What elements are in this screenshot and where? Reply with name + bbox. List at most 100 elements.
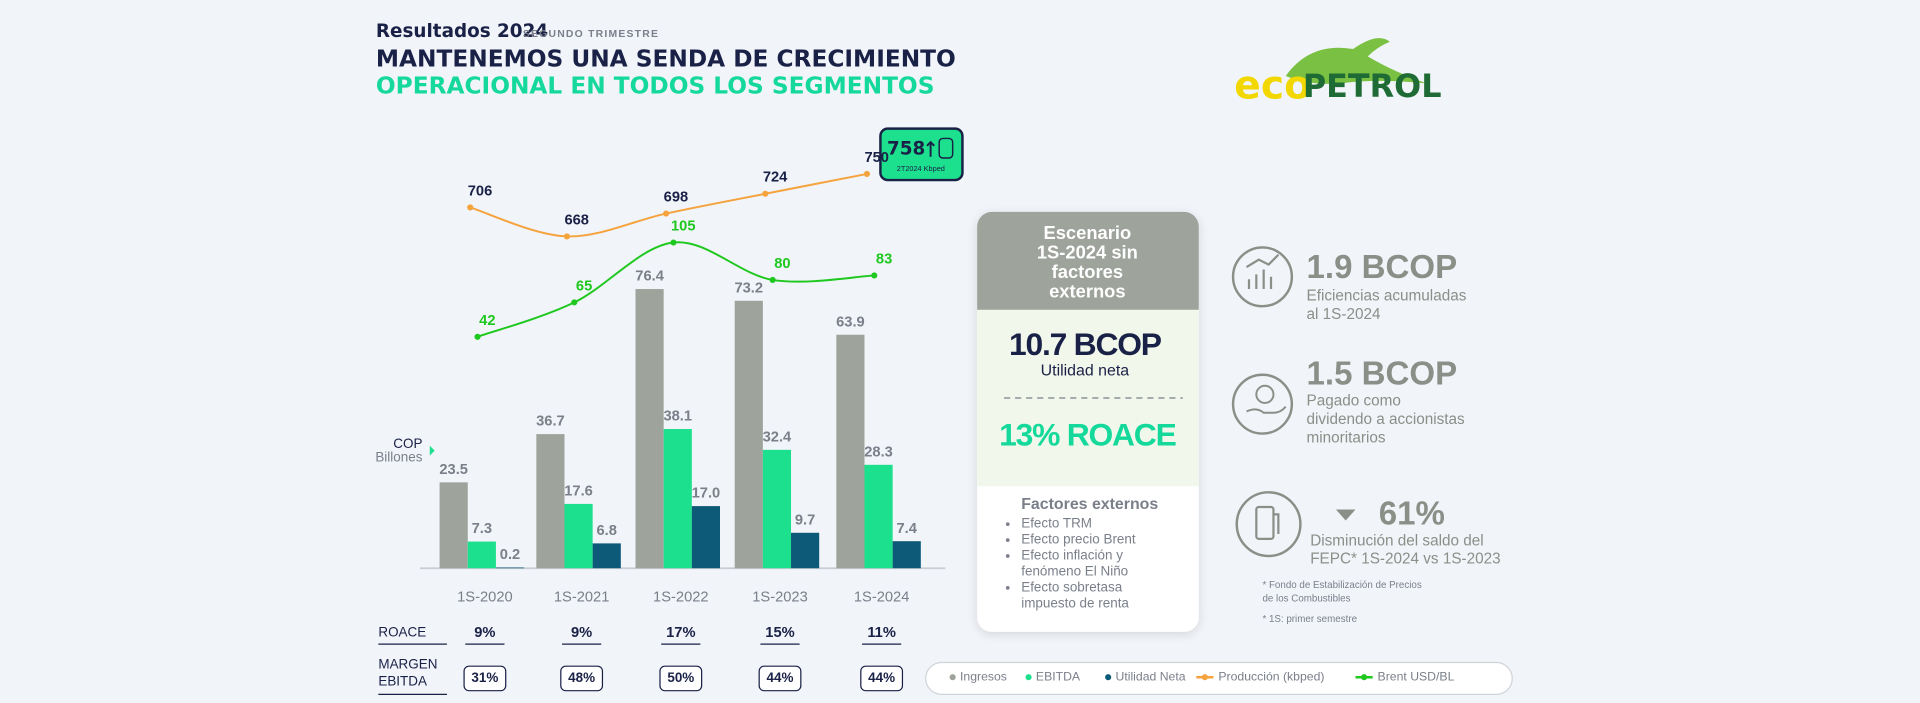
- value-box: [560, 665, 604, 692]
- bar-label: 76.4: [635, 269, 664, 285]
- net-income-label: Utilidad neta: [1041, 362, 1130, 379]
- net-income: 10.7 BCOP: [1009, 326, 1162, 362]
- line-point: [474, 333, 481, 340]
- unit-arrow: [429, 445, 435, 456]
- line-label: 706: [468, 183, 493, 199]
- scenario-title: factores: [1052, 261, 1123, 282]
- bar-label: 23.5: [439, 462, 468, 478]
- line-point: [769, 276, 776, 283]
- legend-dot: [1025, 674, 1032, 681]
- line-label: 750: [864, 150, 889, 166]
- note: de los Combustibles: [1262, 593, 1350, 604]
- badge: [879, 127, 964, 182]
- kpi-icon: [1231, 373, 1294, 435]
- x-tick-label: 1S-2024: [854, 589, 910, 605]
- logo-iguana: [1285, 38, 1427, 84]
- bar-label: 38.1: [663, 409, 692, 425]
- row-value: 9%: [474, 625, 495, 641]
- row-value: 48%: [568, 670, 595, 685]
- bar: [592, 543, 621, 569]
- bar-label: 17.0: [692, 486, 721, 502]
- bar-label: 6.8: [597, 523, 617, 539]
- x-tick-label: 1S-2022: [653, 589, 709, 605]
- row-label: ROACE: [378, 625, 426, 640]
- bar-label: 7.3: [472, 521, 492, 537]
- value-box: [463, 665, 507, 692]
- legend-dot: [1105, 674, 1112, 681]
- bar-label: 28.3: [864, 444, 893, 460]
- kpi-text: Pagado como: [1307, 393, 1401, 410]
- line-point: [863, 170, 870, 178]
- badge-label: 2T2024 Kbped: [897, 164, 945, 173]
- note: * Fondo de Estabilización de Precios: [1262, 580, 1421, 591]
- line-label: 83: [876, 251, 892, 267]
- bar: [734, 300, 763, 569]
- unit-label: COP: [393, 436, 422, 451]
- line-label: 42: [479, 313, 495, 329]
- decrease-arrow: [1335, 509, 1356, 521]
- legend-dot: [1361, 674, 1368, 681]
- bar: [564, 503, 593, 569]
- kpi-value: 1.5 BCOP: [1307, 356, 1458, 393]
- bar: [762, 449, 792, 569]
- bar-label: 17.6: [564, 484, 593, 500]
- legend-dot: [1201, 674, 1208, 681]
- kpi-icon-hand: [1246, 405, 1287, 414]
- kpi-value: 61%: [1379, 495, 1445, 532]
- legend-dot: [949, 674, 956, 681]
- bar: [864, 464, 893, 569]
- kpi-text: minoritarios: [1307, 429, 1386, 446]
- kpi-text: al 1S-2024: [1307, 306, 1381, 323]
- row-value: 9%: [571, 625, 592, 641]
- kpi-text: Disminución del saldo del: [1310, 532, 1483, 549]
- value-box: [659, 665, 703, 692]
- line-label: 668: [564, 212, 589, 228]
- kpi-text: FEPC* 1S-2024 vs 1S-2023: [1310, 551, 1500, 568]
- value-box: [860, 665, 904, 692]
- bar-label: 63.9: [836, 314, 865, 330]
- kpi-icon: [1235, 491, 1302, 558]
- row-value: 17%: [666, 625, 695, 641]
- bullet: [1005, 554, 1010, 558]
- bar: [836, 334, 865, 569]
- subtitle-small: SEGUNDO TRIMESTRE: [523, 29, 659, 40]
- row-label: EBITDA: [378, 674, 427, 689]
- bar-label: 0.2: [500, 547, 520, 563]
- line-point: [670, 239, 677, 246]
- row-value: 31%: [471, 670, 498, 685]
- bar: [467, 541, 496, 569]
- row-label: MARGEN: [378, 657, 437, 672]
- line-label: 724: [763, 170, 788, 186]
- legend-label: Producción (kbped): [1218, 669, 1324, 683]
- bar-label: 7.4: [897, 521, 918, 537]
- line: [477, 241, 875, 338]
- legend-label: Utilidad Neta: [1116, 669, 1186, 683]
- kpi-text: dividendo a accionistas: [1307, 411, 1466, 428]
- bar: [495, 567, 525, 569]
- badge-arrow: [926, 140, 935, 157]
- line-point: [571, 299, 578, 306]
- line-label: 698: [664, 190, 689, 206]
- legend-label: Ingresos: [960, 669, 1007, 683]
- title-small: Resultados 2024: [376, 21, 548, 42]
- kpi-icon-chart: [1245, 253, 1280, 290]
- line-label: 105: [671, 218, 696, 234]
- note: * 1S: primer semestre: [1262, 614, 1357, 625]
- line-point: [563, 233, 570, 240]
- factor: Efecto inflación y: [1021, 548, 1123, 563]
- kpi-value: 1.9 BCOP: [1307, 249, 1458, 286]
- bullet: [1005, 585, 1010, 590]
- line-point: [467, 204, 474, 211]
- kpi-icon-coin: [1255, 384, 1275, 404]
- bar: [892, 541, 921, 569]
- scenario-title: externos: [1049, 281, 1126, 302]
- bar: [691, 506, 720, 569]
- bar-label: 36.7: [536, 414, 565, 430]
- bar: [635, 289, 664, 569]
- row-value: 44%: [868, 670, 895, 685]
- roace: 13% ROACE: [999, 417, 1175, 453]
- bullet: [1005, 522, 1010, 526]
- factors-title: Factores externos: [1021, 496, 1158, 513]
- scenario-title: Escenario: [1043, 222, 1131, 243]
